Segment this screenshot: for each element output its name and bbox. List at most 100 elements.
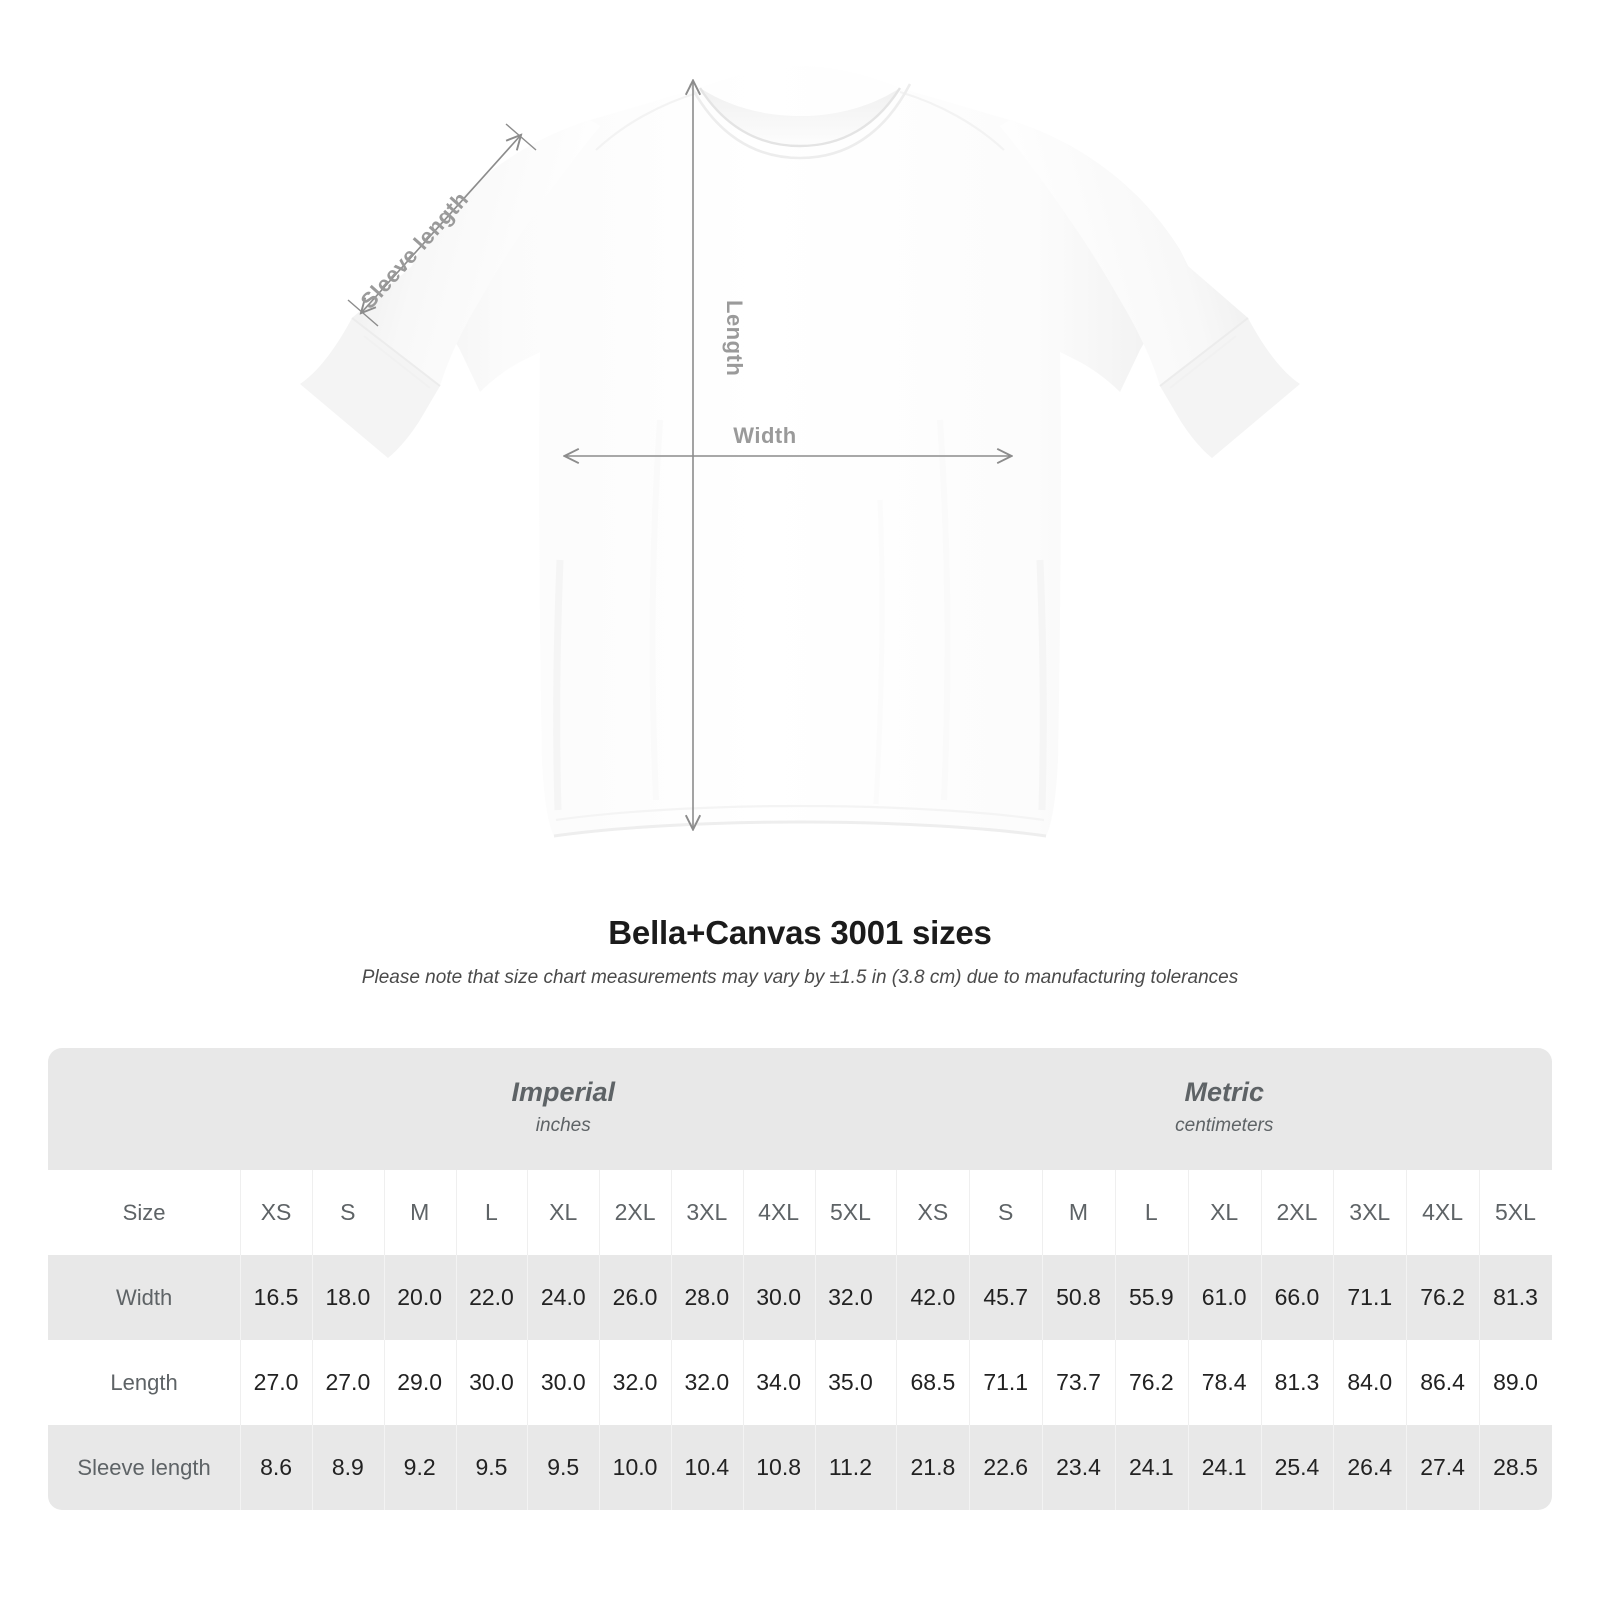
unit-band-gap bbox=[886, 1048, 897, 1170]
cell-width-metric-s: 45.7 bbox=[969, 1255, 1043, 1340]
cell-width-metric-3xl: 71.1 bbox=[1333, 1255, 1407, 1340]
cell-length-metric-5xl: 89.0 bbox=[1478, 1340, 1552, 1425]
size-header-imperial-m: M bbox=[383, 1170, 456, 1255]
cell-length-imperial-2xl: 32.0 bbox=[599, 1340, 671, 1425]
cell-width-metric-m: 50.8 bbox=[1042, 1255, 1115, 1340]
size-header-imperial-xs: XS bbox=[240, 1170, 312, 1255]
cell-length-metric-3xl: 84.0 bbox=[1333, 1340, 1407, 1425]
cell-width-imperial-xs: 16.5 bbox=[240, 1255, 312, 1340]
size-header-metric-xl: XL bbox=[1187, 1170, 1261, 1255]
cell-width-metric-xl: 61.0 bbox=[1187, 1255, 1261, 1340]
tshirt-body-shape bbox=[300, 66, 1300, 838]
cell-width-imperial-s: 18.0 bbox=[311, 1255, 384, 1340]
size-chart-table: Imperial inches Metric centimeters Size … bbox=[48, 1048, 1552, 1510]
table-row: Sleeve length 8.6 8.9 9.2 9.5 9.5 10.0 1… bbox=[48, 1425, 1552, 1510]
table-row: Width 16.5 18.0 20.0 22.0 24.0 26.0 28.0… bbox=[48, 1255, 1552, 1340]
cell-sleeve-imperial-2xl: 10.0 bbox=[599, 1425, 671, 1510]
row-gap-width bbox=[886, 1255, 897, 1340]
size-header-imperial-2xl: 2XL bbox=[599, 1170, 671, 1255]
unit-imperial-name: Imperial bbox=[511, 1077, 616, 1108]
size-header-metric-2xl: 2XL bbox=[1260, 1170, 1334, 1255]
unit-band-corner bbox=[48, 1048, 241, 1170]
row-label-width: Width bbox=[48, 1255, 241, 1340]
cell-width-imperial-m: 20.0 bbox=[383, 1255, 456, 1340]
size-header-gap bbox=[886, 1170, 897, 1255]
size-header-imperial-xl: XL bbox=[527, 1170, 600, 1255]
unit-metric-sub: centimeters bbox=[1175, 1115, 1274, 1137]
unit-imperial-sub: inches bbox=[535, 1115, 591, 1137]
cell-sleeve-metric-4xl: 27.4 bbox=[1406, 1425, 1479, 1510]
unit-metric-name: Metric bbox=[1184, 1077, 1264, 1108]
cell-length-metric-xl: 78.4 bbox=[1187, 1340, 1261, 1425]
cell-length-imperial-l: 30.0 bbox=[455, 1340, 528, 1425]
cell-length-imperial-3xl: 32.0 bbox=[670, 1340, 743, 1425]
cell-length-imperial-xs: 27.0 bbox=[240, 1340, 312, 1425]
cell-sleeve-metric-s: 22.6 bbox=[969, 1425, 1043, 1510]
cell-sleeve-metric-m: 23.4 bbox=[1042, 1425, 1115, 1510]
size-header-imperial-5xl: 5XL bbox=[814, 1170, 887, 1255]
cell-sleeve-metric-l: 24.1 bbox=[1114, 1425, 1188, 1510]
size-table: Imperial inches Metric centimeters Size … bbox=[48, 1048, 1552, 1510]
size-header-metric-xs: XS bbox=[896, 1170, 970, 1255]
cell-width-imperial-3xl: 28.0 bbox=[670, 1255, 743, 1340]
cell-width-metric-4xl: 76.2 bbox=[1406, 1255, 1479, 1340]
cell-length-metric-m: 73.7 bbox=[1042, 1340, 1115, 1425]
cell-sleeve-imperial-4xl: 10.8 bbox=[742, 1425, 815, 1510]
cell-width-imperial-l: 22.0 bbox=[455, 1255, 528, 1340]
width-dimension: Width bbox=[566, 423, 1010, 456]
row-label-length: Length bbox=[48, 1340, 241, 1425]
cell-length-metric-4xl: 86.4 bbox=[1406, 1340, 1479, 1425]
cell-length-imperial-s: 27.0 bbox=[311, 1340, 384, 1425]
cell-width-metric-xs: 42.0 bbox=[896, 1255, 970, 1340]
cell-sleeve-imperial-3xl: 10.4 bbox=[670, 1425, 743, 1510]
cell-sleeve-metric-xs: 21.8 bbox=[896, 1425, 970, 1510]
cell-sleeve-metric-3xl: 26.4 bbox=[1333, 1425, 1407, 1510]
cell-length-metric-l: 76.2 bbox=[1114, 1340, 1188, 1425]
cell-sleeve-imperial-xl: 9.5 bbox=[527, 1425, 600, 1510]
cell-width-imperial-xl: 24.0 bbox=[527, 1255, 600, 1340]
size-header-metric-4xl: 4XL bbox=[1406, 1170, 1479, 1255]
page-subtitle: Please note that size chart measurements… bbox=[361, 967, 1239, 989]
cell-sleeve-metric-xl: 24.1 bbox=[1187, 1425, 1261, 1510]
cell-length-metric-2xl: 81.3 bbox=[1260, 1340, 1334, 1425]
row-gap-length bbox=[886, 1340, 897, 1425]
cell-sleeve-imperial-xs: 8.6 bbox=[240, 1425, 312, 1510]
tshirt-illustration: Length Width Sleeve length bbox=[300, 66, 1300, 838]
title-block: Bella+Canvas 3001 sizes Please note that… bbox=[0, 914, 1600, 990]
cell-length-metric-xs: 68.5 bbox=[896, 1340, 970, 1425]
cell-sleeve-imperial-l: 9.5 bbox=[455, 1425, 528, 1510]
unit-metric-cell: Metric centimeters bbox=[896, 1048, 1552, 1170]
cell-sleeve-imperial-5xl: 11.2 bbox=[814, 1425, 887, 1510]
cell-sleeve-imperial-s: 8.9 bbox=[311, 1425, 384, 1510]
cell-length-imperial-5xl: 35.0 bbox=[814, 1340, 887, 1425]
cell-length-imperial-m: 29.0 bbox=[383, 1340, 456, 1425]
table-row: Length 27.0 27.0 29.0 30.0 30.0 32.0 32.… bbox=[48, 1340, 1552, 1425]
size-header-imperial-l: L bbox=[455, 1170, 528, 1255]
cell-width-imperial-2xl: 26.0 bbox=[599, 1255, 671, 1340]
size-header-imperial-s: S bbox=[311, 1170, 384, 1255]
cell-sleeve-metric-2xl: 25.4 bbox=[1260, 1425, 1334, 1510]
width-label: Width bbox=[733, 423, 796, 448]
size-header-imperial-3xl: 3XL bbox=[670, 1170, 743, 1255]
cell-sleeve-metric-5xl: 28.5 bbox=[1478, 1425, 1552, 1510]
cell-width-imperial-4xl: 30.0 bbox=[742, 1255, 815, 1340]
size-header-metric-m: M bbox=[1042, 1170, 1115, 1255]
size-header-row: Size XS S M L XL 2XL 3XL 4XL 5XL XS S M … bbox=[48, 1170, 1552, 1255]
cell-length-imperial-xl: 30.0 bbox=[527, 1340, 600, 1425]
unit-imperial-cell: Imperial inches bbox=[240, 1048, 887, 1170]
row-gap-sleeve bbox=[886, 1425, 897, 1510]
page-title: Bella+Canvas 3001 sizes bbox=[608, 914, 992, 951]
size-header-metric-3xl: 3XL bbox=[1333, 1170, 1407, 1255]
size-corner-label: Size bbox=[48, 1170, 241, 1255]
row-label-sleeve-length: Sleeve length bbox=[48, 1425, 241, 1510]
cell-length-metric-s: 71.1 bbox=[969, 1340, 1043, 1425]
cell-sleeve-imperial-m: 9.2 bbox=[383, 1425, 456, 1510]
unit-band-row: Imperial inches Metric centimeters bbox=[48, 1048, 1552, 1170]
size-header-metric-5xl: 5XL bbox=[1478, 1170, 1552, 1255]
cell-width-metric-l: 55.9 bbox=[1114, 1255, 1188, 1340]
length-label: Length bbox=[722, 300, 747, 376]
cell-length-imperial-4xl: 34.0 bbox=[742, 1340, 815, 1425]
cell-width-metric-5xl: 81.3 bbox=[1478, 1255, 1552, 1340]
cell-width-metric-2xl: 66.0 bbox=[1260, 1255, 1334, 1340]
size-header-metric-s: S bbox=[969, 1170, 1043, 1255]
